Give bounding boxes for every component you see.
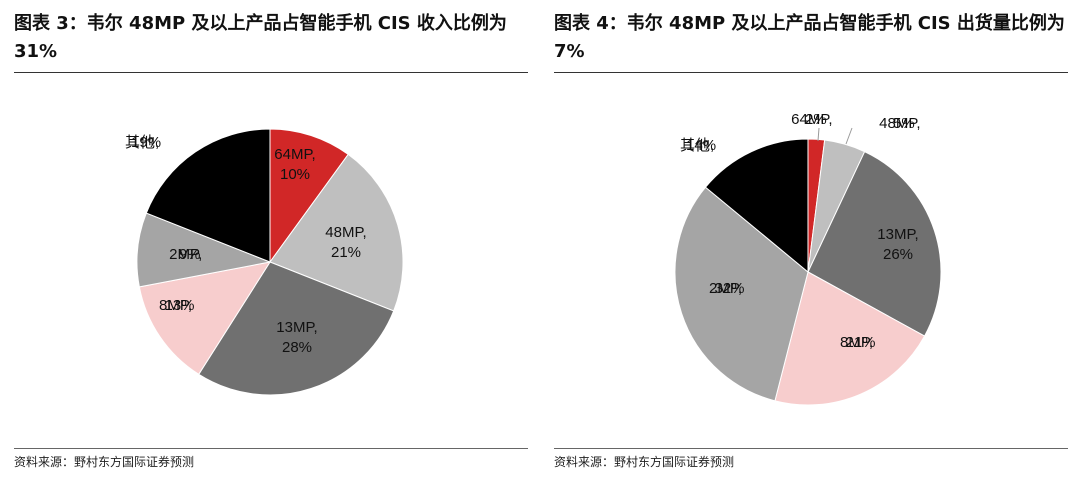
slice-label: 8MP, [159, 297, 192, 314]
chart-title: 图表 4：韦尔 48MP 及以上产品占智能手机 CIS 出货量比例为 7% [554, 13, 1065, 62]
chart-panel: 图表 3：韦尔 48MP 及以上产品占智能手机 CIS 收入比例为 31% 64… [14, 0, 528, 481]
chart-title: 图表 3：韦尔 48MP 及以上产品占智能手机 CIS 收入比例为 31% [14, 13, 507, 62]
slice-value-label: 10% [280, 166, 310, 183]
pie-slice [674, 186, 809, 402]
source-note: 资料来源：野村东方国际证券预测 [554, 455, 735, 469]
slice-label: 13MP, [877, 226, 918, 243]
pie-slice [145, 128, 271, 263]
slice-value-label: 32% [715, 280, 745, 297]
divider [554, 72, 1068, 73]
chart: 64MP, 10% 48MP, 21% 13MP, 28% 8MP,13% 2MP,9% 其他,… [125, 128, 404, 396]
slice-label: 8MP, [840, 334, 873, 351]
slice-value-label: 21% [331, 244, 361, 261]
divider [554, 448, 1068, 449]
slice-value-label: 21% [846, 334, 876, 351]
slice-value-label: 28% [282, 339, 312, 356]
slice-value-label: 13% [165, 297, 195, 314]
leader-line [817, 127, 820, 142]
leader-line [845, 127, 853, 145]
pie-slice [138, 261, 272, 375]
pie-slice [704, 138, 809, 274]
slice-value-label: 9% [179, 246, 201, 263]
slice-label: 64MP, [791, 111, 832, 128]
slice-label: 其他, [680, 137, 714, 154]
slice-value-label: 19% [131, 134, 161, 151]
pie-slice [269, 128, 349, 264]
slice-label: 48MP, [325, 224, 366, 241]
slice-label: 64MP, [274, 146, 315, 163]
slice-label: 2MP, [169, 246, 202, 263]
source-note: 资料来源：野村东方国际证券预测 [14, 455, 195, 469]
slice-label: 其他, [125, 134, 159, 151]
pie-slice [269, 153, 404, 312]
slice-value-label: 5% [893, 115, 915, 132]
pie-slice [198, 261, 395, 396]
chart-panel: 图表 4：韦尔 48MP 及以上产品占智能手机 CIS 出货量比例为 7% 64… [554, 0, 1068, 481]
slice-label: 2MP, [709, 280, 742, 297]
pie-slice [774, 271, 926, 406]
slice-value-label: 26% [883, 246, 913, 263]
divider [14, 448, 528, 449]
slice-value-label: 14% [686, 137, 716, 154]
slice-label: 13MP, [276, 319, 317, 336]
chart: 64MP,2% 48MP,5% 13MP, 26% 8MP,21% 2MP,32% 其他,1… [674, 111, 942, 406]
slice-label: 48MP, [879, 115, 920, 132]
slice-value-label: 2% [805, 111, 827, 128]
divider [14, 72, 528, 73]
